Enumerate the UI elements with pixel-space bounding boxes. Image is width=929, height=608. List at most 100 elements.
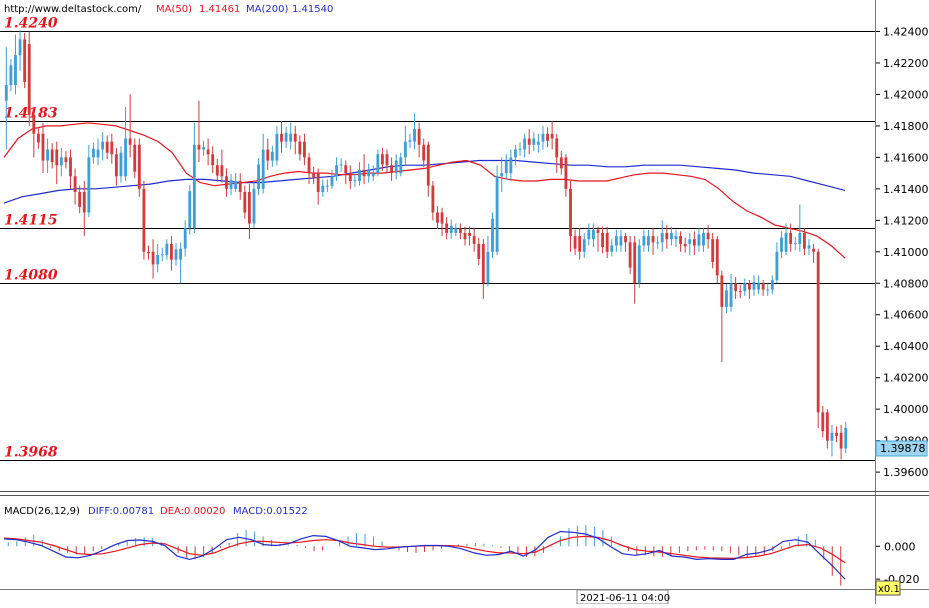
candle-body — [706, 232, 710, 240]
candle-body — [348, 173, 352, 181]
candle-body — [582, 239, 586, 252]
candle-body — [303, 141, 306, 158]
candle-body — [23, 39, 27, 82]
ma50-line[interactable] — [3, 122, 846, 259]
candle-body — [151, 251, 155, 265]
support-resistance-levels: 1.4240 1.4183 1.4115 1.4080 1.3968 — [0, 16, 875, 461]
price-tick-label: 1.41200 — [883, 214, 929, 227]
candle-body — [835, 432, 838, 436]
candle-body — [541, 133, 545, 142]
candle-body — [440, 212, 444, 224]
candle-body — [307, 157, 311, 174]
candle-body — [665, 232, 669, 240]
candle-body — [50, 149, 54, 163]
candle-body — [752, 281, 756, 290]
candle-body — [839, 432, 843, 449]
candle-body — [504, 160, 508, 174]
macd-diff-line — [3, 530, 846, 580]
zoom-badge[interactable] — [875, 580, 901, 596]
macd-plot-area[interactable] — [0, 496, 875, 589]
candle-body — [234, 180, 238, 189]
candle-body — [784, 232, 788, 252]
level-label: 1.3968 — [4, 445, 58, 461]
candle-body — [532, 138, 536, 145]
candle-body — [546, 133, 549, 141]
candle-body — [536, 141, 540, 145]
candle-body — [660, 232, 664, 243]
candle-body — [458, 228, 462, 233]
zoom-label[interactable]: x0.1 — [878, 584, 900, 595]
candle-body — [202, 147, 205, 150]
ma50-value: 1.41461 — [199, 4, 240, 15]
candle-body — [335, 165, 338, 177]
price-axis-ticks: 1.42400 1.42200 1.42000 1.41800 1.41600 1.414… — [876, 25, 929, 479]
candle-body — [59, 157, 63, 166]
candle-body — [761, 283, 765, 290]
candle-body — [385, 154, 389, 166]
candle-body — [124, 138, 127, 177]
candlestick-series — [4, 29, 848, 460]
candle-body — [523, 138, 527, 150]
price-plot-area[interactable] — [0, 0, 875, 491]
candle-body — [293, 133, 297, 142]
macd-value: MACD:0.01522 — [233, 506, 308, 517]
candle-body — [110, 141, 114, 155]
candle-body — [119, 152, 123, 177]
candle-body — [757, 283, 760, 290]
candle-body — [477, 243, 481, 259]
candle-body — [41, 133, 45, 161]
price-tick-label: 1.41400 — [883, 183, 929, 196]
candle-body — [793, 243, 797, 245]
candle-body — [247, 191, 251, 224]
candle-body — [486, 251, 490, 284]
candle-body — [399, 157, 403, 174]
price-tick-label: 1.42000 — [883, 88, 929, 101]
candle-body — [353, 180, 357, 182]
candle-body — [628, 242, 632, 268]
candle-body — [587, 229, 591, 240]
candle-body — [78, 191, 82, 207]
ma200-value: 1.41540 — [292, 4, 333, 15]
ma50-line-group — [3, 122, 846, 259]
candle-body — [289, 133, 293, 142]
candle-body — [394, 160, 398, 174]
candle-body — [413, 129, 416, 142]
level-label: 1.4080 — [4, 268, 58, 284]
price-tick-label: 1.39600 — [883, 466, 929, 479]
candle-body — [206, 149, 210, 155]
level-label: 1.4115 — [4, 213, 58, 229]
macd-indicator: 0.000-0.020 — [3, 524, 919, 586]
candle-body — [592, 229, 595, 240]
candle-body — [770, 280, 774, 290]
price-tick-label: 1.40200 — [883, 372, 929, 385]
candle-body — [266, 149, 270, 161]
crosshair-date-label: 2021-06-11 04:00 — [580, 593, 670, 604]
candle-body — [436, 212, 439, 223]
candle-body — [468, 232, 471, 237]
candle-body — [614, 236, 618, 246]
candle-body — [257, 164, 260, 189]
candle-body — [500, 173, 504, 177]
candle-body — [711, 239, 715, 263]
candle-body — [816, 251, 820, 413]
ma200-label: MA(200) — [246, 4, 288, 15]
candle-body — [64, 157, 68, 163]
candle-body — [197, 144, 201, 150]
source-url[interactable]: http://www.deltastock.com/ — [4, 4, 142, 15]
candle-body — [142, 188, 146, 252]
price-axis-area[interactable] — [875, 0, 929, 604]
candle-body — [449, 225, 453, 233]
candle-body — [270, 151, 274, 161]
candle-body — [688, 239, 692, 244]
level-label: 1.4240 — [4, 16, 58, 32]
candle-body — [734, 283, 738, 292]
candle-body — [147, 251, 150, 254]
price-tick-label: 1.40600 — [883, 309, 929, 322]
candle-body — [73, 176, 77, 192]
price-tick-label: 1.42200 — [883, 57, 929, 70]
candle-body — [170, 243, 173, 260]
candle-body — [261, 149, 265, 189]
candle-body — [766, 289, 770, 291]
